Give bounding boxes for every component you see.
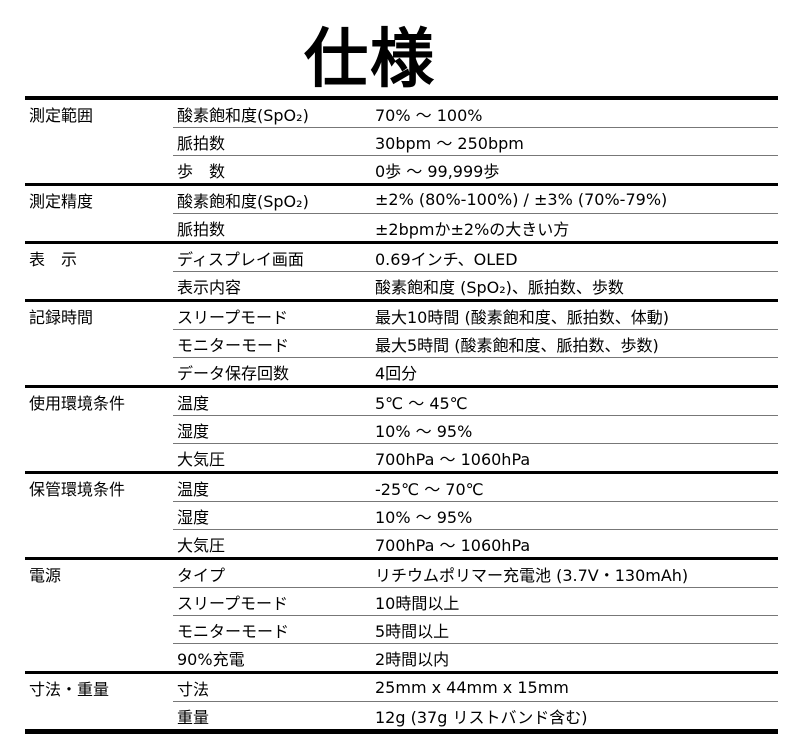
table-row: 表示内容 酸素飽和度 (SpO₂)、脈拍数、歩数 <box>173 271 778 299</box>
spec-table: 測定範囲 酸素飽和度(SpO₂) 70% ～ 100% 脈拍数 30bpm ～ 250b… <box>25 96 778 734</box>
item-label: 重量 <box>177 707 210 727</box>
item-label: データ保存回数 <box>177 363 290 383</box>
table-row: 記録時間 スリープモード 最大10時間 (酸素飽和度、脈拍数、体動) <box>25 302 778 329</box>
item-label: 大気圧 <box>177 535 226 555</box>
item-value: 5℃ ～ 45℃ <box>375 393 468 413</box>
table-row: スリープモード 10時間以上 <box>173 587 778 615</box>
item-value: リチウムポリマー充電池 (3.7V・130mAh) <box>375 565 689 585</box>
spec-group: 測定精度 酸素飽和度(SpO₂) ±2% (80%-100%) / ±3% (70%… <box>25 183 778 241</box>
table-row: 歩 数 0歩 ～ 99,999歩 <box>173 155 778 183</box>
spec-group: 記録時間 スリープモード 最大10時間 (酸素飽和度、脈拍数、体動) モニターモード 最… <box>25 299 778 385</box>
item-label: スリープモード <box>177 307 289 327</box>
item-label: 大気圧 <box>177 449 226 469</box>
item-value: 25mm x 44mm x 15mm <box>375 678 569 697</box>
category-label: 表 示 <box>29 249 78 269</box>
table-row: 湿度 10% ～ 95% <box>173 501 778 529</box>
category-label: 測定精度 <box>29 191 94 211</box>
table-row: モニターモード 最大5時間 (酸素飽和度、脈拍数、歩数) <box>173 329 778 357</box>
item-value: 最大10時間 (酸素飽和度、脈拍数、体動) <box>375 307 669 327</box>
item-label: 温度 <box>177 393 210 413</box>
table-row: 電源 タイプ リチウムポリマー充電池 (3.7V・130mAh) <box>25 560 778 587</box>
table-row: 脈拍数 30bpm ～ 250bpm <box>173 127 778 155</box>
category-label: 寸法・重量 <box>29 679 110 699</box>
item-value: -25℃ ～ 70℃ <box>375 479 484 499</box>
table-row: 脈拍数 ±2bpmか±2%の大きい方 <box>173 213 778 241</box>
item-value: ±2bpmか±2%の大きい方 <box>375 219 570 239</box>
item-label: 酸素飽和度(SpO₂) <box>177 105 309 125</box>
item-value: 酸素飽和度 (SpO₂)、脈拍数、歩数 <box>375 277 624 297</box>
page-title: 仕様 <box>304 23 436 97</box>
item-label: 表示内容 <box>177 277 242 297</box>
table-row: 重量 12g (37g リストバンド含む) <box>173 701 778 729</box>
item-value: 10% ～ 95% <box>375 507 473 527</box>
table-row: 湿度 10% ～ 95% <box>173 415 778 443</box>
item-value: 70% ～ 100% <box>375 105 483 125</box>
spec-group: 保管環境条件 温度 -25℃ ～ 70℃ 湿度 10% ～ 95% 大気圧 700hPa ～… <box>25 471 778 557</box>
spec-group: 測定範囲 酸素飽和度(SpO₂) 70% ～ 100% 脈拍数 30bpm ～ 250b… <box>25 100 778 183</box>
table-row: データ保存回数 4回分 <box>173 357 778 385</box>
table-row: 使用環境条件 温度 5℃ ～ 45℃ <box>25 388 778 415</box>
item-label: タイプ <box>177 565 226 585</box>
item-label: 歩 数 <box>177 161 226 181</box>
table-row: モニターモード 5時間以上 <box>173 615 778 643</box>
item-value: ±2% (80%-100%) / ±3% (70%-79%) <box>375 190 668 209</box>
item-value: 0.69インチ、OLED <box>375 249 518 269</box>
table-row: 表 示 ディスプレイ画面 0.69インチ、OLED <box>25 244 778 271</box>
item-label: 湿度 <box>177 507 210 527</box>
item-value: 30bpm ～ 250bpm <box>375 133 524 153</box>
table-row: 測定精度 酸素飽和度(SpO₂) ±2% (80%-100%) / ±3% (70%… <box>25 186 778 213</box>
item-label: スリープモード <box>177 593 289 613</box>
item-value: 0歩 ～ 99,999歩 <box>375 161 500 181</box>
table-row: 測定範囲 酸素飽和度(SpO₂) 70% ～ 100% <box>25 100 778 127</box>
item-label: 酸素飽和度(SpO₂) <box>177 191 309 211</box>
item-value: 12g (37g リストバンド含む) <box>375 707 588 727</box>
spec-group: 表 示 ディスプレイ画面 0.69インチ、OLED 表示内容 酸素飽和度 (SpO₂)、… <box>25 241 778 299</box>
item-value: 10% ～ 95% <box>375 421 473 441</box>
item-value: 4回分 <box>375 363 418 383</box>
table-row: 保管環境条件 温度 -25℃ ～ 70℃ <box>25 474 778 501</box>
table-row: 90%充電 2時間以内 <box>173 643 778 671</box>
item-label: 90%充電 <box>177 649 245 669</box>
table-row: 寸法・重量 寸法 25mm x 44mm x 15mm <box>25 674 778 701</box>
item-label: ディスプレイ画面 <box>177 249 304 269</box>
item-value: 5時間以上 <box>375 621 450 641</box>
table-row: 大気圧 700hPa ～ 1060hPa <box>173 443 778 471</box>
item-label: モニターモード <box>177 621 290 641</box>
item-value: 700hPa ～ 1060hPa <box>375 535 531 555</box>
item-value: 700hPa ～ 1060hPa <box>375 449 531 469</box>
item-label: 湿度 <box>177 421 210 441</box>
item-value: 10時間以上 <box>375 593 460 613</box>
category-label: 使用環境条件 <box>29 393 126 413</box>
item-label: 寸法 <box>177 679 210 699</box>
item-label: 脈拍数 <box>177 219 226 239</box>
spec-group: 寸法・重量 寸法 25mm x 44mm x 15mm 重量 12g (37g リストバ… <box>25 671 778 729</box>
category-label: 電源 <box>29 565 62 585</box>
category-label: 保管環境条件 <box>29 479 126 499</box>
item-label: 温度 <box>177 479 210 499</box>
table-row: 大気圧 700hPa ～ 1060hPa <box>173 529 778 557</box>
category-label: 記録時間 <box>29 307 94 327</box>
category-label: 測定範囲 <box>29 105 94 125</box>
item-value: 2時間以内 <box>375 649 450 669</box>
item-label: 脈拍数 <box>177 133 226 153</box>
spec-group: 使用環境条件 温度 5℃ ～ 45℃ 湿度 10% ～ 95% 大気圧 700hPa ～ 1… <box>25 385 778 471</box>
item-label: モニターモード <box>177 335 290 355</box>
spec-group: 電源 タイプ リチウムポリマー充電池 (3.7V・130mAh) スリープモード 10時… <box>25 557 778 671</box>
item-value: 最大5時間 (酸素飽和度、脈拍数、歩数) <box>375 335 659 355</box>
